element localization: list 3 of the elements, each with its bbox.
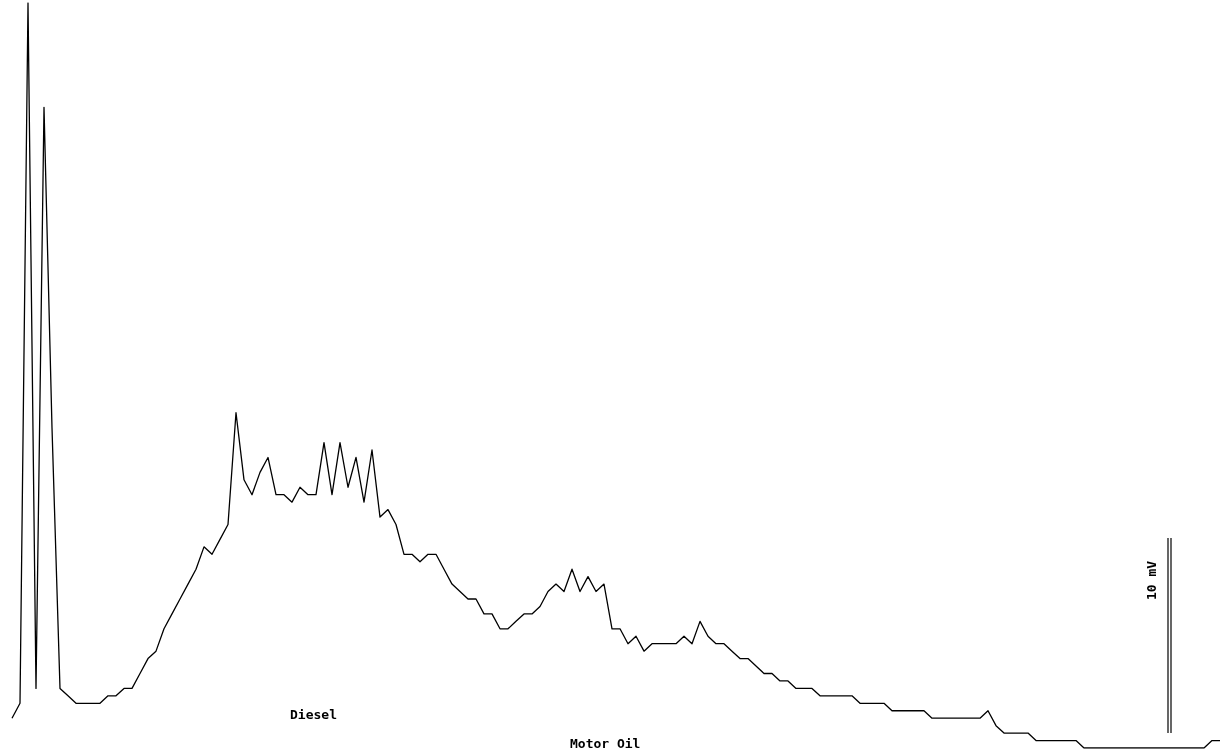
- annotation: Motor Oil: [570, 736, 641, 751]
- annotation: Diesel: [290, 707, 337, 722]
- annotation: 10 mV: [1144, 560, 1159, 600]
